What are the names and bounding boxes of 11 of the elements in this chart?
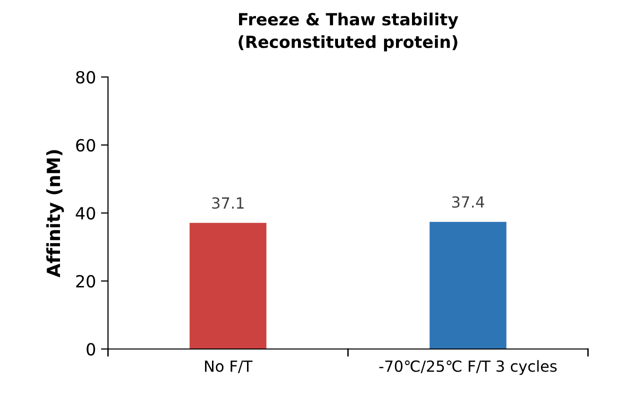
y-tick-label: 60 bbox=[76, 138, 96, 152]
y-tick-label: 20 bbox=[76, 274, 96, 288]
y-axis-title: Affinity (nM) bbox=[46, 150, 64, 278]
data-label: 37.1 bbox=[212, 197, 244, 209]
data-label: 37.4 bbox=[452, 196, 484, 208]
x-tick-label: -70℃/25℃ F/T 3 cycles bbox=[379, 360, 557, 375]
x-tick-label: No F/T bbox=[205, 360, 252, 374]
y-tick-label: 0 bbox=[86, 342, 96, 356]
chart-title: Freeze & Thaw stability (Reconstituted protein) bbox=[238, 12, 458, 52]
y-tick-label: 40 bbox=[76, 206, 96, 220]
y-tick-label: 80 bbox=[76, 70, 96, 84]
